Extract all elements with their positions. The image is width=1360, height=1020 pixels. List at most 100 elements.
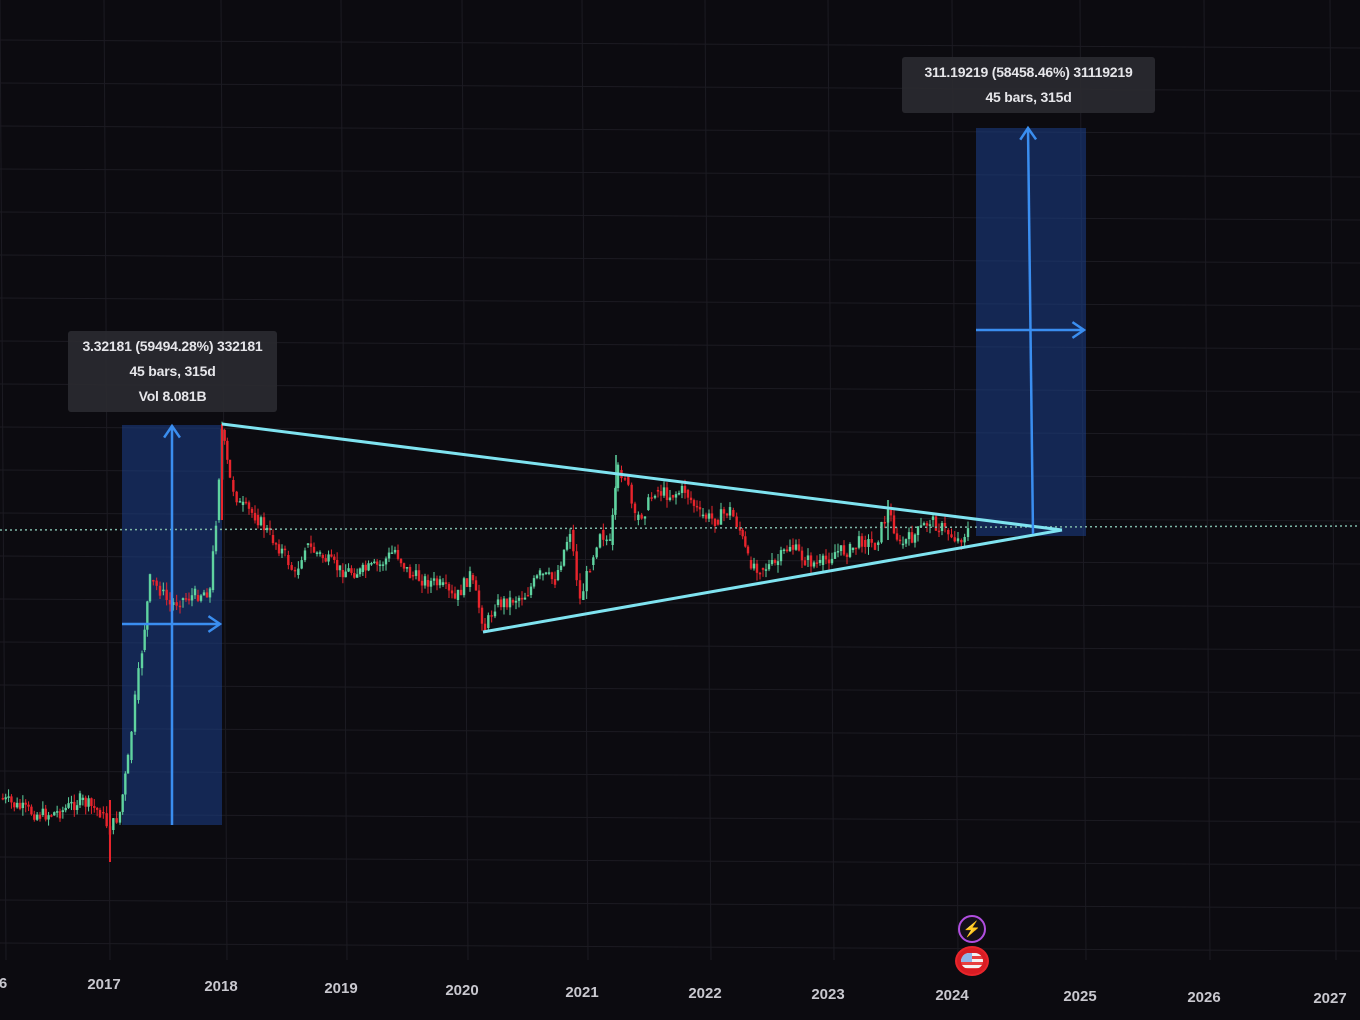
candle-down [761, 568, 765, 570]
candle-down [749, 560, 753, 569]
grid-line-horizontal [0, 899, 1360, 909]
candle-down [444, 582, 448, 585]
grid-line-horizontal [0, 942, 1360, 952]
candle-down [864, 540, 867, 547]
candle-up [384, 558, 388, 565]
candle-down [187, 598, 191, 601]
candle-up [582, 591, 585, 600]
candle-up [487, 615, 490, 628]
grid-line-vertical [704, 0, 712, 961]
x-axis-label: 2021 [565, 984, 599, 1001]
candle-down [353, 572, 356, 578]
candle-down [364, 564, 367, 571]
candle-up [297, 568, 300, 575]
candle-up [719, 509, 723, 525]
candle-up [146, 601, 149, 630]
candle-down [934, 516, 938, 531]
candle-down [791, 545, 795, 550]
x-axis-label: 2017 [87, 976, 121, 993]
candle-down [773, 560, 777, 563]
grid-line-horizontal [0, 168, 1360, 178]
candle-down [274, 543, 278, 545]
candle-down [27, 804, 30, 807]
candle-up [538, 570, 542, 576]
candle-down [873, 542, 877, 550]
candle-up [966, 528, 970, 538]
candle-down [321, 555, 325, 559]
candle-down [184, 598, 188, 600]
candle-up [7, 796, 10, 798]
candle-up [680, 485, 684, 493]
candle-down [98, 809, 102, 818]
grid-line-horizontal [0, 39, 1360, 49]
candle-down [480, 607, 484, 624]
candle-down [312, 546, 316, 553]
candle-up [432, 578, 436, 581]
candle-up [674, 494, 678, 498]
grid-line-horizontal [0, 641, 1360, 651]
candle-up [373, 561, 376, 564]
grid-line-horizontal [0, 125, 1360, 135]
x-axis-label: 2023 [811, 986, 845, 1003]
candle-down [95, 807, 99, 810]
candle-up [347, 568, 350, 572]
candle-down [797, 544, 801, 551]
candle-down [175, 602, 178, 606]
grid-line-vertical [827, 0, 835, 961]
candle-down [228, 459, 232, 478]
candle-down [293, 569, 297, 572]
candle-up [87, 798, 90, 807]
candle-down [520, 597, 524, 600]
grid-line-horizontal [0, 598, 1360, 608]
candle-down [842, 545, 846, 555]
candle-down [178, 605, 182, 608]
candle-up [857, 536, 861, 548]
candle-down [471, 575, 475, 581]
candle-up [562, 549, 566, 566]
candle-up [502, 598, 506, 608]
measure-right-horizontal-arrow-head [1071, 321, 1087, 339]
candle-down [578, 580, 582, 599]
candle-down [283, 548, 287, 551]
candle-down [738, 527, 742, 531]
candle-up [523, 597, 527, 600]
candle-up [468, 571, 472, 587]
candle-up [47, 815, 50, 820]
candle-down [892, 515, 896, 534]
candle-down [623, 478, 627, 480]
grid-line-horizontal [0, 555, 1360, 565]
candle-up [514, 600, 518, 603]
candle-down [659, 491, 663, 496]
candle-down [408, 566, 412, 579]
candle-up [21, 802, 25, 808]
candle-up [112, 818, 115, 830]
candle-down [785, 549, 789, 552]
candle-down [477, 590, 481, 608]
candle-down [588, 571, 592, 573]
candle-up [53, 812, 56, 816]
us-flag-icon [961, 953, 983, 969]
candle-down [845, 554, 849, 557]
candle-up [259, 517, 263, 526]
candle-up [241, 501, 245, 505]
lightning-event-icon[interactable]: ⚡ [958, 915, 986, 943]
candle-down [250, 508, 254, 513]
x-axis-label: 2024 [935, 987, 969, 1004]
candle-up [193, 588, 197, 596]
candle-up [493, 611, 497, 617]
candle-down [505, 598, 509, 608]
candle-up [517, 597, 521, 601]
candle-up [931, 516, 935, 520]
candle-up [653, 495, 657, 498]
candle-down [883, 521, 886, 524]
candle-down [704, 514, 708, 519]
candle-up [728, 507, 732, 516]
candle-down [309, 543, 313, 547]
candle-down [665, 487, 669, 501]
candle-up [300, 560, 303, 569]
candle-up [181, 598, 185, 600]
candle-up [848, 543, 852, 557]
us-flag-event-icon[interactable] [955, 946, 989, 976]
